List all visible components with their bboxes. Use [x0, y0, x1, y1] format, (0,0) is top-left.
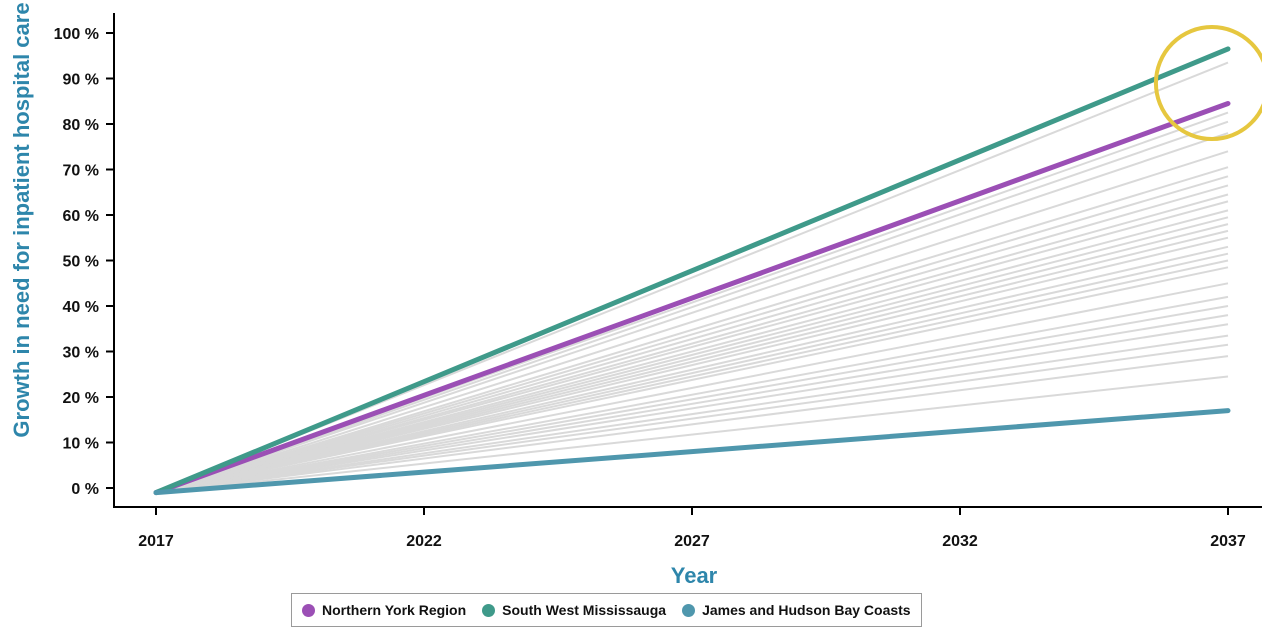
background-series-line — [155, 323, 1229, 494]
background-series-line — [155, 132, 1229, 494]
legend-item-james-and-hudson-bay-coasts: James and Hudson Bay Coasts — [682, 602, 911, 618]
legend-label: James and Hudson Bay Coasts — [702, 602, 911, 618]
legend-label: Northern York Region — [322, 602, 467, 618]
highlight-series-lines — [153, 46, 1231, 496]
background-series-line — [155, 245, 1229, 494]
background-series-line — [155, 355, 1229, 494]
chart-legend: Northern York Region South West Mississa… — [291, 593, 922, 627]
background-series-line — [155, 166, 1229, 494]
background-series-line — [155, 375, 1229, 494]
x-tick-label: 2032 — [942, 533, 978, 550]
y-tick-label: 100 % — [54, 26, 99, 43]
y-axis-ticks: 0 % 10 % 20 % 30 % 40 % 50 % 60 % 70 % 80 % 90 % 1… — [54, 26, 114, 498]
background-series-line — [155, 305, 1229, 494]
background-series-line — [155, 223, 1229, 494]
background-series-line — [155, 282, 1229, 494]
y-tick-label: 60 % — [63, 208, 99, 225]
background-series-line — [155, 193, 1229, 494]
background-series-line — [155, 120, 1229, 494]
background-series-lines — [155, 61, 1229, 494]
legend-marker — [302, 603, 315, 617]
background-series-line — [155, 229, 1229, 494]
x-axis-title: Year — [671, 563, 718, 588]
y-tick-label: 50 % — [63, 254, 99, 271]
series-line-south-west-mississauga — [153, 46, 1231, 496]
background-series-line — [155, 259, 1229, 494]
y-tick-label: 0 % — [71, 481, 99, 498]
x-tick-label: 2027 — [674, 533, 710, 550]
legend-item-south-west-mississauga: South West Mississauga — [482, 602, 666, 618]
axes — [113, 13, 1262, 508]
legend-label: South West Mississauga — [502, 602, 667, 618]
background-series-line — [155, 266, 1229, 494]
annotations — [1153, 25, 1262, 142]
background-series-line — [155, 236, 1229, 494]
y-tick-label: 30 % — [63, 345, 99, 362]
background-series-line — [155, 216, 1229, 494]
x-tick-label: 2037 — [1210, 533, 1246, 550]
background-series-line — [155, 343, 1229, 494]
background-series-line — [155, 334, 1229, 494]
background-series-line — [155, 314, 1229, 494]
x-tick-label: 2022 — [406, 533, 442, 550]
y-tick-label: 70 % — [63, 163, 99, 180]
legend-marker — [682, 603, 696, 617]
series-line-james-and-hudson-bay-coasts — [153, 408, 1231, 496]
background-series-line — [155, 295, 1229, 494]
legend-marker — [482, 603, 496, 617]
background-series-line — [155, 184, 1229, 494]
background-series-line — [155, 200, 1229, 494]
background-series-line — [155, 175, 1229, 494]
y-tick-label: 10 % — [63, 436, 99, 453]
y-tick-label: 20 % — [63, 390, 99, 407]
legend-item-northern-york-region: Northern York Region — [302, 602, 466, 618]
background-series-line — [155, 209, 1229, 494]
y-tick-label: 90 % — [63, 72, 99, 89]
y-axis-title: Growth in need for inpatient hospital ca… — [9, 2, 34, 437]
line-chart: 2017 2022 2027 2032 2037 0 % 10 % 20 % 30 % 40 %… — [9, 2, 1262, 588]
background-series-line — [155, 150, 1229, 494]
y-tick-label: 80 % — [63, 117, 99, 134]
y-tick-label: 40 % — [63, 299, 99, 316]
background-series-line — [155, 252, 1229, 494]
highlight-circle — [1153, 25, 1262, 142]
series-line-northern-york-region — [153, 101, 1231, 496]
x-tick-label: 2017 — [138, 533, 174, 550]
x-axis-ticks: 2017 2022 2027 2032 2037 — [138, 507, 1246, 550]
